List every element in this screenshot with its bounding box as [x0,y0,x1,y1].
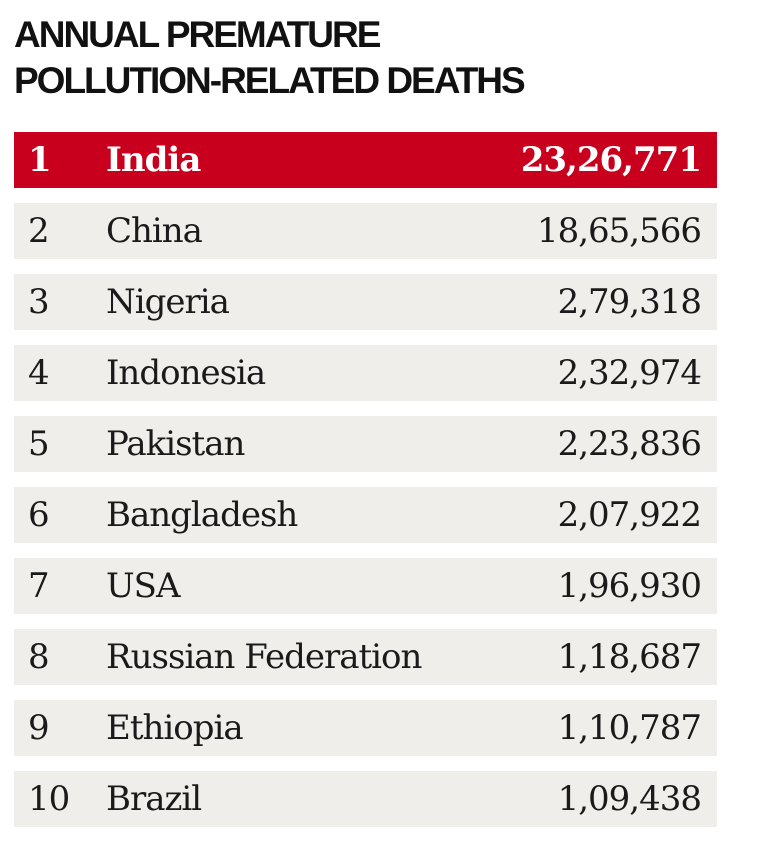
deaths-cell: 1,18,687 [557,637,702,677]
table-row: 4 Indonesia 2,32,974 [14,345,717,401]
table-row: 1 India 23,26,771 [14,132,717,188]
table-row: 9 Ethiopia 1,10,787 [14,700,717,756]
rank-cell: 8 [28,637,50,677]
deaths-cell: 23,26,771 [520,140,702,180]
country-cell: Pakistan [106,424,245,464]
deaths-table: 1 India 23,26,771 2 China 18,65,566 3 Nigeria 2,… [14,132,717,842]
table-row: 6 Bangladesh 2,07,922 [14,487,717,543]
deaths-cell: 1,10,787 [557,708,702,748]
rank-cell: 5 [28,424,50,464]
deaths-cell: 2,32,974 [557,353,702,393]
table-row: 7 USA 1,96,930 [14,558,717,614]
rank-cell: 7 [28,566,50,606]
chart-title: ANNUAL PREMATURE POLLUTION-RELATED DEATH… [14,12,734,104]
deaths-cell: 1,09,438 [557,779,702,819]
table-row: 8 Russian Federation 1,18,687 [14,629,717,685]
deaths-cell: 18,65,566 [536,211,702,251]
country-cell: USA [106,566,180,606]
table-row: 10 Brazil 1,09,438 [14,771,717,827]
table-row: 3 Nigeria 2,79,318 [14,274,717,330]
rank-cell: 4 [28,353,50,393]
deaths-cell: 1,96,930 [557,566,702,606]
country-cell: Bangladesh [106,495,298,535]
table-row: 5 Pakistan 2,23,836 [14,416,717,472]
deaths-cell: 2,23,836 [557,424,702,464]
country-cell: China [106,211,203,251]
chart-title-line-1: ANNUAL PREMATURE [14,14,381,55]
rank-cell: 6 [28,495,50,535]
country-cell: Nigeria [106,282,230,322]
rank-cell: 3 [28,282,50,322]
country-cell: Indonesia [106,353,266,393]
country-cell: Russian Federation [106,637,422,677]
table-row: 2 China 18,65,566 [14,203,717,259]
deaths-cell: 2,07,922 [557,495,702,535]
country-cell: Brazil [106,779,202,819]
country-cell: India [106,140,201,180]
rank-cell: 2 [28,211,50,251]
deaths-cell: 2,79,318 [557,282,702,322]
rank-cell: 1 [28,140,52,180]
chart-title-line-2: POLLUTION-RELATED DEATHS [14,60,526,101]
rank-cell: 9 [28,708,50,748]
country-cell: Ethiopia [106,708,244,748]
rank-cell: 10 [28,779,70,819]
